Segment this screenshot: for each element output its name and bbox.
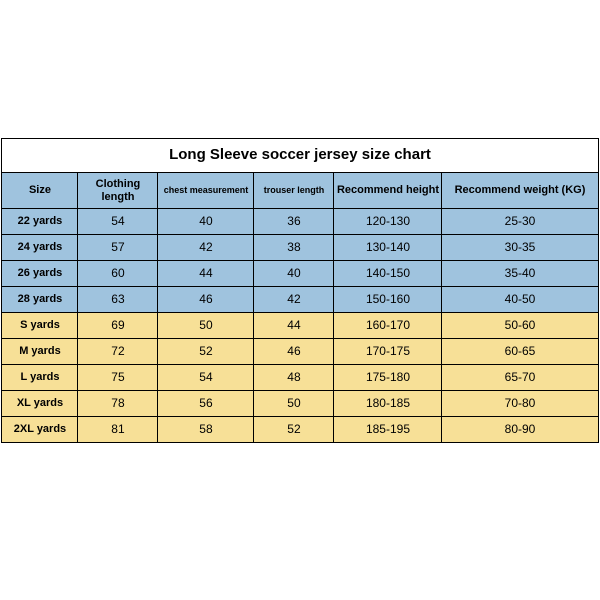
cell-size: S yards (2, 313, 78, 339)
cell-size: 28 yards (2, 287, 78, 313)
cell-size: M yards (2, 339, 78, 365)
table-row: 28 yards 63 46 42 150-160 40-50 (2, 287, 598, 313)
table-row: S yards 69 50 44 160-170 50-60 (2, 313, 598, 339)
cell-height: 185-195 (334, 417, 442, 443)
header-row: Size Clothing length chest measurement t… (2, 173, 598, 209)
cell-height: 150-160 (334, 287, 442, 313)
cell-height: 170-175 (334, 339, 442, 365)
col-header-trouser: trouser length (254, 173, 334, 209)
col-header-height: Recommend height (334, 173, 442, 209)
cell-clothing: 69 (78, 313, 158, 339)
table-row: M yards 72 52 46 170-175 60-65 (2, 339, 598, 365)
cell-weight: 80-90 (442, 417, 598, 443)
cell-trouser: 40 (254, 261, 334, 287)
cell-clothing: 63 (78, 287, 158, 313)
cell-clothing: 57 (78, 235, 158, 261)
cell-clothing: 75 (78, 365, 158, 391)
cell-weight: 25-30 (442, 209, 598, 235)
table-row: L yards 75 54 48 175-180 65-70 (2, 365, 598, 391)
table-row: 2XL yards 81 58 52 185-195 80-90 (2, 417, 598, 443)
cell-chest: 46 (158, 287, 254, 313)
cell-height: 120-130 (334, 209, 442, 235)
cell-weight: 60-65 (442, 339, 598, 365)
cell-trouser: 36 (254, 209, 334, 235)
table-row: 26 yards 60 44 40 140-150 35-40 (2, 261, 598, 287)
cell-trouser: 38 (254, 235, 334, 261)
cell-chest: 42 (158, 235, 254, 261)
size-chart-container: Long Sleeve soccer jersey size chart Siz… (0, 0, 600, 600)
table-row: 24 yards 57 42 38 130-140 30-35 (2, 235, 598, 261)
cell-chest: 54 (158, 365, 254, 391)
cell-clothing: 60 (78, 261, 158, 287)
col-header-size: Size (2, 173, 78, 209)
cell-clothing: 81 (78, 417, 158, 443)
cell-trouser: 46 (254, 339, 334, 365)
cell-trouser: 42 (254, 287, 334, 313)
cell-weight: 50-60 (442, 313, 598, 339)
cell-trouser: 52 (254, 417, 334, 443)
cell-chest: 40 (158, 209, 254, 235)
cell-height: 160-170 (334, 313, 442, 339)
size-chart-table: Long Sleeve soccer jersey size chart Siz… (1, 138, 598, 443)
col-header-chest: chest measurement (158, 173, 254, 209)
cell-chest: 56 (158, 391, 254, 417)
cell-clothing: 78 (78, 391, 158, 417)
cell-chest: 58 (158, 417, 254, 443)
title-row: Long Sleeve soccer jersey size chart (2, 139, 598, 173)
col-header-clothing: Clothing length (78, 173, 158, 209)
cell-height: 175-180 (334, 365, 442, 391)
cell-weight: 70-80 (442, 391, 598, 417)
cell-size: 22 yards (2, 209, 78, 235)
cell-weight: 65-70 (442, 365, 598, 391)
cell-size: 24 yards (2, 235, 78, 261)
table-title: Long Sleeve soccer jersey size chart (2, 139, 598, 173)
cell-trouser: 48 (254, 365, 334, 391)
cell-trouser: 44 (254, 313, 334, 339)
cell-height: 130-140 (334, 235, 442, 261)
cell-size: XL yards (2, 391, 78, 417)
cell-size: L yards (2, 365, 78, 391)
col-header-weight: Recommend weight (KG) (442, 173, 598, 209)
cell-clothing: 54 (78, 209, 158, 235)
cell-chest: 52 (158, 339, 254, 365)
cell-trouser: 50 (254, 391, 334, 417)
cell-height: 140-150 (334, 261, 442, 287)
table-row: XL yards 78 56 50 180-185 70-80 (2, 391, 598, 417)
cell-height: 180-185 (334, 391, 442, 417)
cell-size: 2XL yards (2, 417, 78, 443)
cell-size: 26 yards (2, 261, 78, 287)
cell-clothing: 72 (78, 339, 158, 365)
cell-chest: 44 (158, 261, 254, 287)
cell-chest: 50 (158, 313, 254, 339)
cell-weight: 40-50 (442, 287, 598, 313)
table-row: 22 yards 54 40 36 120-130 25-30 (2, 209, 598, 235)
cell-weight: 30-35 (442, 235, 598, 261)
cell-weight: 35-40 (442, 261, 598, 287)
